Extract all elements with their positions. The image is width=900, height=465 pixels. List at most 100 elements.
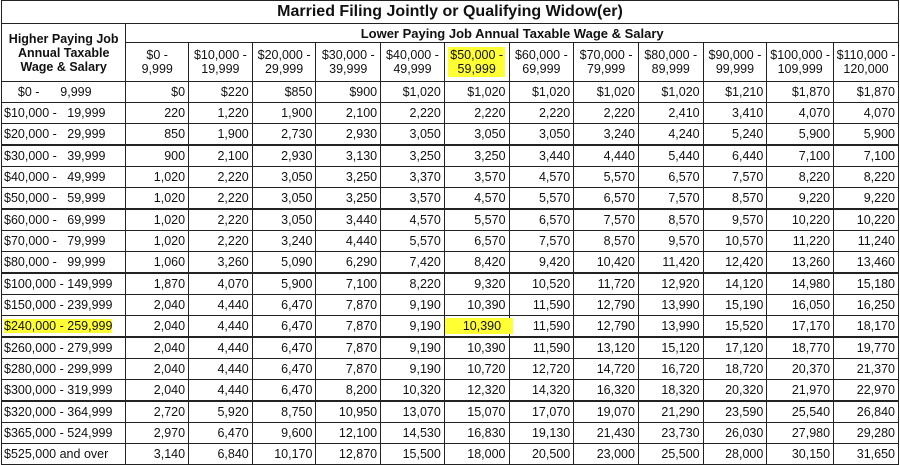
- table-cell: 1,870: [125, 272, 190, 295]
- cell-value: 16,720: [661, 362, 700, 376]
- cell-value: 7,870: [345, 319, 378, 333]
- table-cell: 4,070: [833, 102, 899, 124]
- cell-value: 5,570: [409, 234, 441, 248]
- table-cell: 13,990: [637, 294, 704, 316]
- column-header-line: 79,999: [586, 62, 626, 76]
- row-header-label: $70,000 - 79,999: [4, 234, 106, 248]
- cell-value: 3,250: [345, 191, 378, 205]
- column-header-line: 29,999: [264, 62, 304, 76]
- table-cell: 12,790: [573, 294, 639, 316]
- table-cell: 19,070: [573, 400, 639, 423]
- cell-value: 18,000: [467, 447, 506, 461]
- cell-value: 14,530: [402, 426, 441, 440]
- table-row: $80,000 - 99,999 1,060 3,260 5,090 6,290 7,42…: [0, 251, 899, 274]
- table-cell: $220: [188, 81, 253, 103]
- column-header-line: $80,000 -: [644, 48, 698, 62]
- row-header-label: $50,000 - 59,999: [4, 191, 106, 205]
- table-cell: 21,370: [833, 358, 899, 380]
- row-header-label: $240,000 - 259,999: [4, 319, 113, 333]
- column-header: $70,000 -79,999: [573, 42, 639, 82]
- table-title: Married Filing Jointly or Qualifying Wid…: [1, 0, 899, 24]
- table-cell: 4,440: [188, 336, 253, 359]
- table-cell: 3,050: [251, 187, 317, 210]
- cell-value: 4,440: [217, 362, 249, 376]
- table-cell: 26,030: [702, 422, 768, 444]
- table-row: $40,000 - 49,999 1,020 2,220 3,050 3,250 3,37…: [0, 166, 899, 188]
- table-cell: 6,570: [508, 208, 575, 231]
- cell-value: 18,720: [725, 362, 764, 376]
- cell-value: 3,570: [409, 191, 441, 205]
- cell-value: 15,190: [725, 298, 764, 312]
- cell-value: 13,260: [791, 255, 831, 269]
- cell-value: 13,070: [402, 405, 441, 419]
- table-cell: 10,570: [702, 230, 768, 252]
- higher-paying-job-header: Higher Paying Job Annual Taxable Wage & …: [0, 23, 127, 82]
- table-cell: 19,770: [833, 336, 899, 359]
- table-cell: 10,220: [766, 208, 835, 231]
- table-cell: 3,410: [702, 102, 768, 124]
- cell-value: 21,290: [661, 405, 700, 419]
- cell-value: 25,540: [791, 405, 831, 419]
- cell-value: 12,790: [596, 319, 635, 333]
- table-cell: 11,720: [573, 272, 639, 295]
- table-cell: 15,070: [443, 400, 510, 423]
- row-header-label: $20,000 - 29,999: [4, 127, 106, 141]
- table-cell: 15,190: [702, 294, 768, 316]
- cell-value: 1,060: [153, 255, 186, 269]
- table-row: $0 - 9,999 $0 $220 $850 $900 $1,020 $1,020 $1,0…: [0, 81, 899, 103]
- table-cell: 23,730: [637, 422, 704, 444]
- table-cell: 2,220: [573, 102, 639, 124]
- table-cell: 10,520: [508, 272, 575, 295]
- table-cell: 2,730: [251, 123, 317, 146]
- table-row: $525,000 and over 3,140 6,840 10,170 12,870 1…: [0, 443, 899, 465]
- column-header-line: 9,999: [141, 62, 173, 76]
- table-cell: $1,210: [702, 81, 768, 103]
- cell-value: 2,220: [603, 106, 635, 120]
- table-cell: 23,000: [573, 443, 639, 465]
- table-cell: 10,950: [315, 400, 382, 423]
- table-cell: 1,220: [188, 102, 253, 124]
- cell-value: 10,950: [338, 405, 378, 419]
- row-header: $525,000 and over: [0, 443, 127, 465]
- table-cell: 2,040: [125, 315, 190, 338]
- table-cell: 2,220: [188, 187, 253, 210]
- table-cell: 4,570: [380, 208, 445, 231]
- table-cell: 7,100: [833, 144, 899, 167]
- cell-value: 10,720: [467, 362, 506, 376]
- column-header-line: $100,000 -: [770, 48, 831, 62]
- cell-value: 5,440: [668, 149, 700, 163]
- table-row: $240,000 - 259,999 2,040 4,440 6,470 7,870 9,…: [0, 315, 899, 338]
- cell-value: $220: [220, 85, 249, 99]
- table-cell: 6,470: [251, 294, 317, 316]
- table-cell: 6,440: [702, 144, 768, 167]
- table-cell: 2,040: [125, 294, 190, 316]
- cell-value: 7,570: [538, 234, 571, 248]
- table-row: $280,000 - 299,999 2,040 4,440 6,470 7,870 9,…: [0, 358, 899, 380]
- table-cell: 6,470: [188, 422, 253, 444]
- table-cell: 9,600: [251, 422, 317, 444]
- row-header-label: $0 - 9,999: [4, 85, 92, 99]
- table-row: $260,000 - 279,999 2,040 4,440 6,470 7,870 9,…: [0, 336, 899, 359]
- cell-value: 6,570: [603, 191, 635, 205]
- row-header: $300,000 - 319,999: [0, 379, 127, 402]
- table-cell: 3,130: [315, 144, 382, 167]
- table-cell: 23,590: [702, 400, 768, 423]
- table-cell: 13,990: [637, 315, 704, 338]
- table-cell: 2,410: [637, 102, 704, 124]
- table-cell: 5,570: [508, 187, 575, 210]
- cell-value: 30,150: [791, 447, 831, 461]
- column-header-label: $40,000 -49,999: [386, 48, 439, 76]
- table-cell: 12,320: [443, 379, 510, 402]
- cell-value: 13,990: [661, 298, 700, 312]
- table-cell: 4,570: [508, 166, 575, 188]
- table-cell: 3,240: [573, 123, 639, 146]
- cell-value: 2,220: [217, 191, 249, 205]
- cell-value: 19,770: [856, 341, 895, 355]
- cell-value: 23,000: [596, 447, 635, 461]
- table-cell: 2,220: [188, 208, 253, 231]
- cell-value: 10,520: [531, 277, 571, 291]
- table-cell: 2,930: [315, 123, 382, 146]
- column-header-line: $50,000 -: [450, 48, 504, 62]
- cell-value: 2,410: [668, 106, 700, 120]
- table-cell: 18,320: [637, 379, 704, 402]
